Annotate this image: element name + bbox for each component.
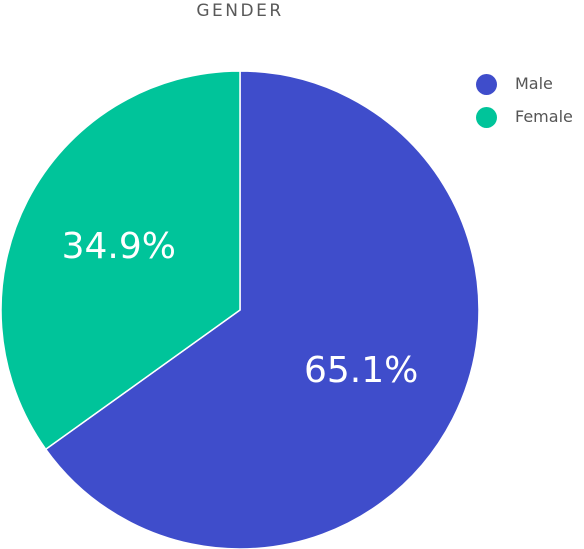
legend-label-male: Male	[515, 74, 553, 93]
chart-title: GENDER	[196, 1, 284, 21]
slice-label-female: 34.9%	[62, 226, 176, 267]
legend-label-female: Female	[515, 107, 573, 126]
slice-label-male: 65.1%	[304, 350, 418, 391]
legend-swatch-male	[476, 73, 497, 95]
legend-swatch-female	[476, 106, 497, 128]
pie-slice-male[interactable]	[44, 70, 480, 549]
legend: Male Female	[476, 73, 573, 139]
legend-item-female[interactable]: Female	[476, 106, 573, 128]
pie-slice-female[interactable]	[0, 70, 241, 451]
legend-item-male[interactable]: Male	[476, 73, 573, 95]
